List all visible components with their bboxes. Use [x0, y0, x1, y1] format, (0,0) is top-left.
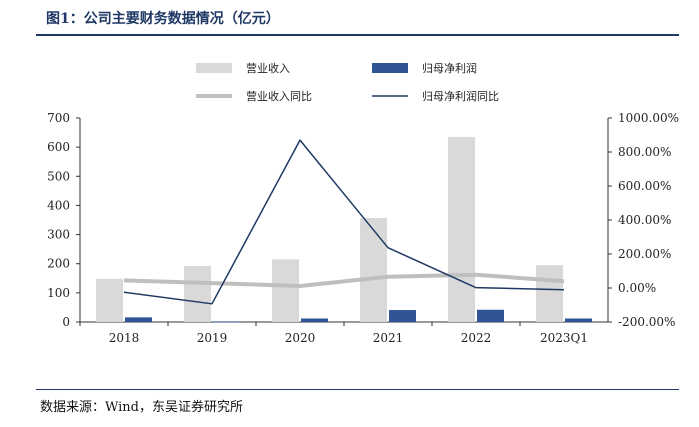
chart-lines — [123, 139, 565, 305]
legend-revenue-swatch — [196, 63, 232, 73]
right-tick-label: 1000.00% — [618, 111, 679, 125]
net-profit-bar — [125, 317, 152, 322]
revenue-yoy-line — [123, 272, 565, 288]
net-profit-bar — [477, 309, 504, 322]
legend-net-profit-yoy-label: 归母净利润同比 — [422, 89, 499, 103]
left-tick-label: 400 — [47, 198, 70, 212]
net-profit-bar — [213, 321, 240, 323]
right-tick-label: 800.00% — [618, 145, 671, 159]
legend-revenue-yoy-label: 营业收入同比 — [246, 89, 312, 103]
revenue-bar — [448, 136, 475, 322]
chart-bars — [96, 136, 592, 323]
legend-net-profit-swatch — [372, 63, 408, 73]
right-tick-label: -200.00% — [618, 315, 675, 329]
legend-revenue-label: 营业收入 — [246, 61, 290, 75]
source-note: 数据来源：Wind，东吴证券研究所 — [40, 400, 243, 415]
right-tick-label: 200.00% — [618, 247, 671, 261]
net-profit-bar — [301, 318, 328, 322]
right-tick-label: 400.00% — [618, 213, 671, 227]
left-tick-label: 0 — [62, 315, 70, 329]
revenue-bar — [536, 265, 563, 322]
right-tick-label: 0.00% — [618, 281, 656, 295]
left-tick-label: 200 — [47, 257, 70, 271]
bottom-rule — [36, 389, 679, 390]
left-tick-label: 500 — [47, 169, 70, 183]
left-tick-label: 300 — [47, 228, 70, 242]
x-tick-label: 2018 — [109, 331, 140, 345]
net-profit-yoy-line — [123, 139, 565, 305]
figure-title: 图1：公司主要财务数据情况（亿元） — [46, 11, 280, 27]
x-tick-label: 2023Q1 — [540, 331, 588, 345]
net-profit-bar — [389, 310, 416, 322]
right-tick-label: 600.00% — [618, 179, 671, 193]
revenue-bar — [360, 217, 387, 322]
net-profit-bar — [565, 318, 592, 322]
x-tick-label: 2022 — [461, 331, 492, 345]
left-tick-label: 600 — [47, 140, 70, 154]
revenue-bar — [96, 278, 123, 322]
top-rule — [36, 34, 679, 36]
left-tick-label: 700 — [47, 111, 70, 125]
revenue-bar — [272, 259, 299, 322]
revenue-bar — [184, 266, 211, 322]
left-tick-label: 100 — [47, 286, 70, 300]
chart-axes: 0 100 200 300 400 500 600 700 -200.00% 0.00% 200.0… — [47, 111, 679, 345]
x-tick-label: 2020 — [285, 331, 316, 345]
legend-net-profit-label: 归母净利润 — [422, 61, 477, 75]
x-tick-label: 2021 — [373, 331, 404, 345]
x-tick-label: 2019 — [197, 331, 228, 345]
